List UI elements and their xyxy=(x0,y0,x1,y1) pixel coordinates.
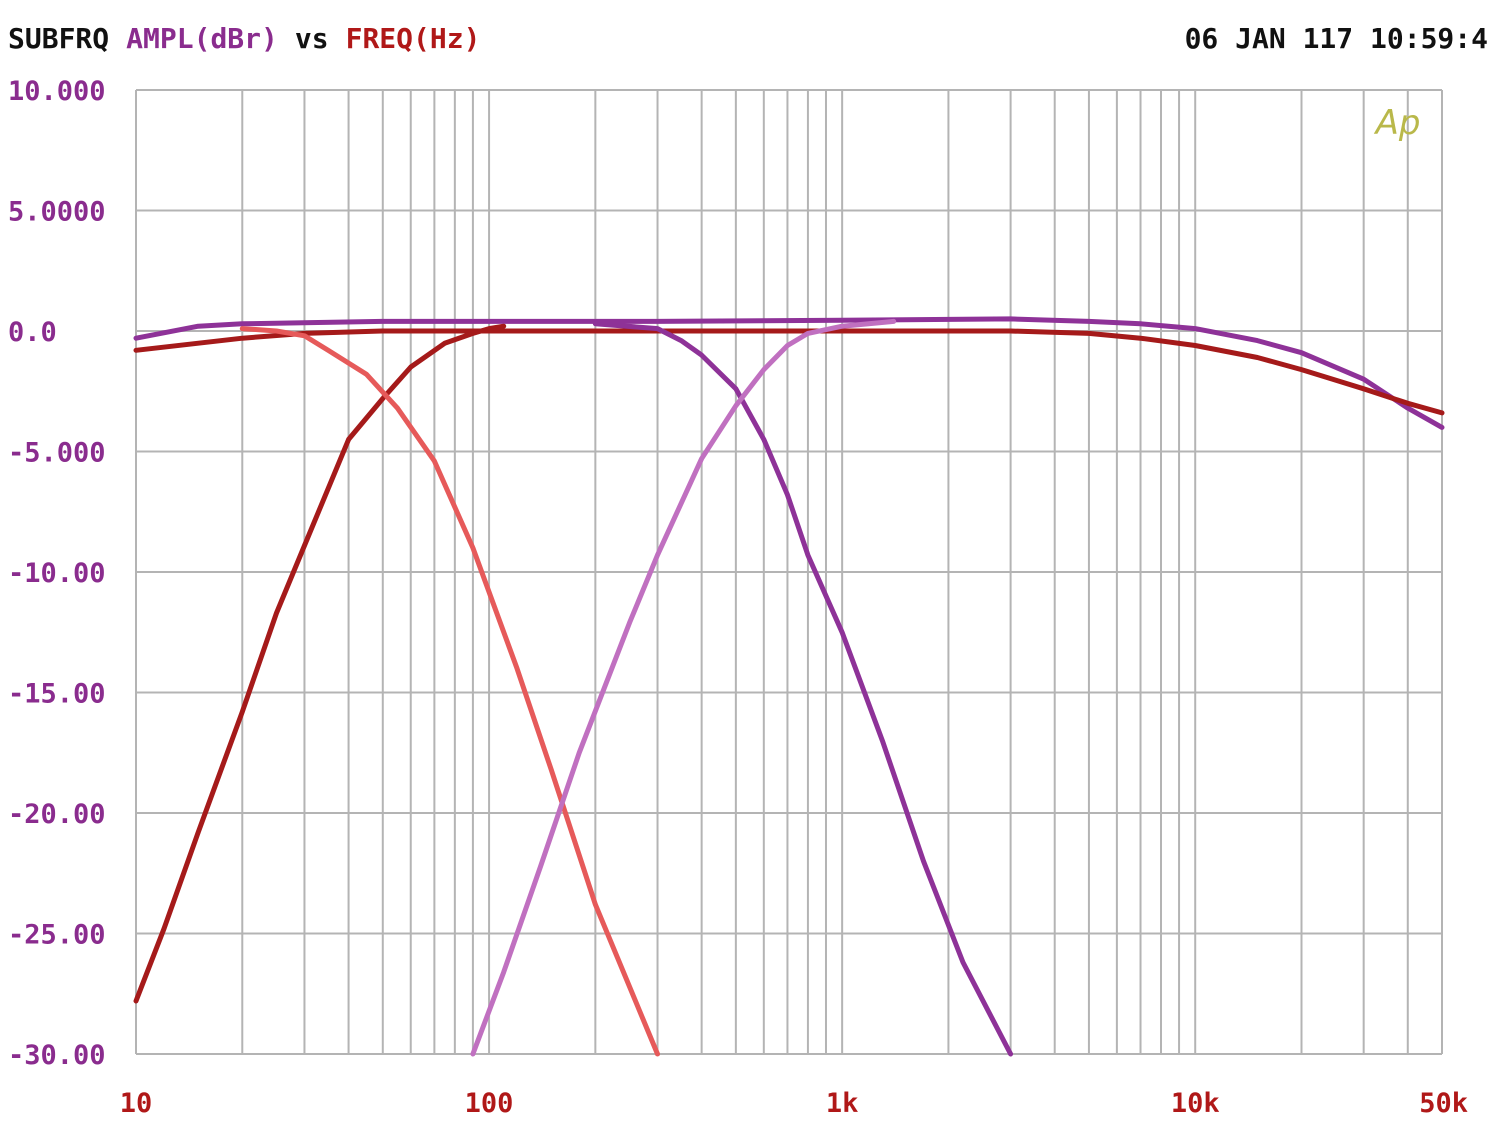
x-tick-label: 100 xyxy=(465,1088,514,1119)
y-tick-label: -25.00 xyxy=(8,920,106,951)
x-tick-label: 10 xyxy=(120,1088,153,1119)
series-line-3 xyxy=(133,323,507,1004)
x-tick-label: 50k xyxy=(1419,1088,1468,1119)
y-tick-label: -30.00 xyxy=(8,1040,106,1071)
title-mode: SUBFRQ xyxy=(8,22,109,55)
audio-precision-logo: Ap xyxy=(1374,103,1421,143)
series-line-2 xyxy=(133,328,1445,416)
y-tick-label: -10.00 xyxy=(8,558,106,589)
grid xyxy=(135,89,1443,1055)
series-line-6 xyxy=(470,318,897,1057)
chart-title: SUBFRQ AMPL(dBr) vs FREQ(Hz) xyxy=(8,22,480,55)
y-axis-label: AMPL(dBr) xyxy=(126,22,278,55)
series-line-4 xyxy=(239,326,660,1057)
series-line-5 xyxy=(592,321,1014,1057)
y-tick-label: -5.000 xyxy=(8,438,106,469)
series-line-1 xyxy=(133,316,1445,430)
x-tick-labels: 10 100 1k 10k 50k xyxy=(120,1088,1468,1119)
x-tick-label: 10k xyxy=(1171,1088,1220,1119)
x-axis-label: FREQ(Hz) xyxy=(346,22,481,55)
y-tick-label: 10.000 xyxy=(8,76,106,107)
y-tick-label: 5.0000 xyxy=(8,197,106,228)
y-tick-label: -20.00 xyxy=(8,799,106,830)
y-tick-label: 0.0 xyxy=(8,317,57,348)
y-tick-label: -15.00 xyxy=(8,679,106,710)
series-layer xyxy=(133,316,1445,1057)
timestamp: 06 JAN 117 10:59:4 xyxy=(1185,22,1488,55)
vs-label: vs xyxy=(295,22,329,55)
y-tick-labels: 10.000 5.0000 0.0 -5.000 -10.00 -15.00 -20.00 -… xyxy=(8,76,106,1071)
x-tick-label: 1k xyxy=(826,1088,859,1119)
